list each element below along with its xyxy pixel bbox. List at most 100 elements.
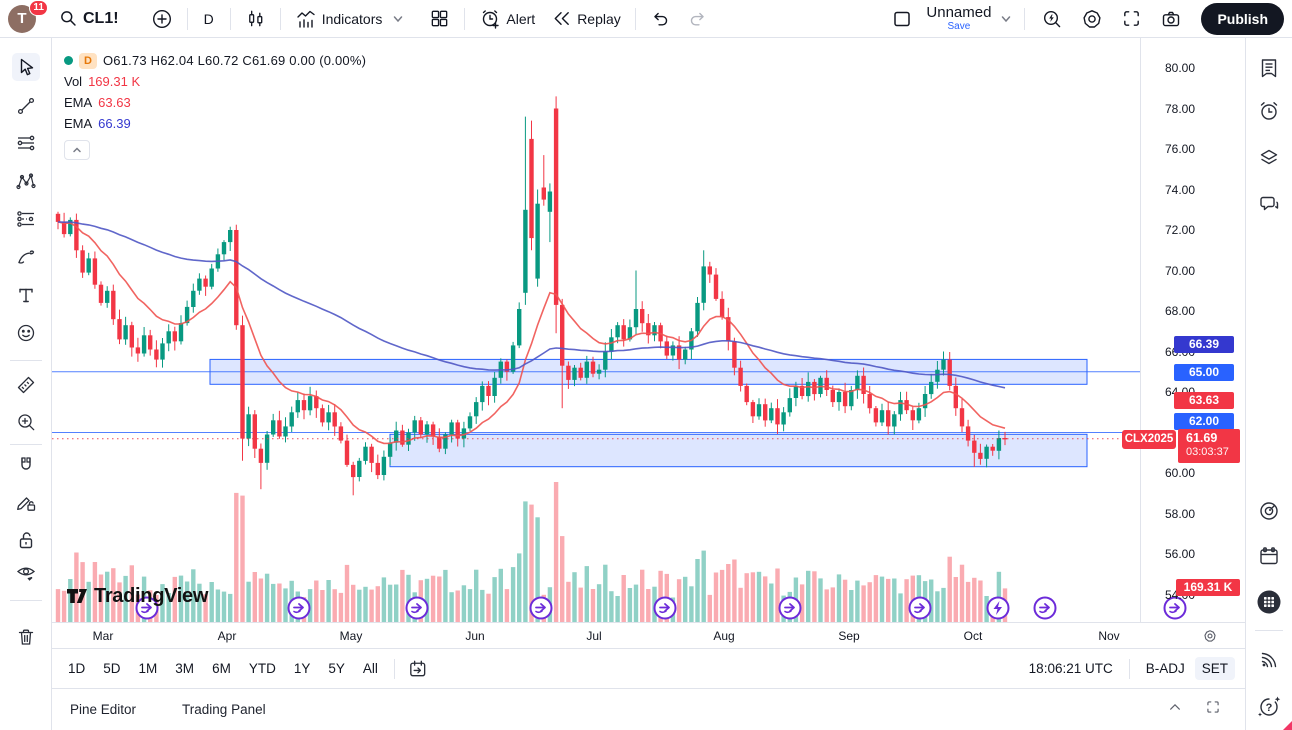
apps-grid-icon [1257,590,1281,614]
save-label[interactable]: Save [947,21,971,32]
rollover-marker[interactable] [908,596,932,620]
rollover-marker[interactable] [529,596,553,620]
range-button-1d[interactable]: 1D [60,657,93,680]
snapshot-button[interactable] [1153,4,1189,34]
rollover-marker[interactable] [135,596,159,620]
time-axis-month: Jun [465,629,485,643]
object-tree-button[interactable] [1255,143,1283,171]
indicators-button[interactable]: Indicators [288,4,390,34]
rollover-marker[interactable] [287,596,311,620]
magnet-tool[interactable] [12,451,40,479]
pine-editor-tab[interactable]: Pine Editor [70,702,137,717]
time-axis[interactable]: Mar Apr May Jun Jul Aug Sep Oct Nov [52,622,1245,648]
rollover-marker[interactable] [1163,596,1187,620]
range-toolbar: 1D 5D 1M 3M 6M YTD 1Y 5Y All 18:06:21 UTC B-ADJ … [52,648,1245,688]
go-to-date-button[interactable] [403,656,432,681]
range-button-all[interactable]: All [355,657,386,680]
tradingview-watermark: TradingView [65,584,208,608]
time-axis-month: Nov [1098,629,1120,643]
range-button-1m[interactable]: 1M [131,657,166,680]
horizontal-lines-tool[interactable] [12,129,40,157]
layout-dropdown-button[interactable] [997,8,1015,30]
range-button-5y[interactable]: 5Y [320,657,353,680]
layout-name[interactable]: Unnamed Save [926,5,991,32]
undo-button[interactable] [643,4,678,33]
replay-button[interactable]: Replay [544,4,628,33]
layout-grid-button[interactable] [422,4,457,33]
corner-notification-triangle [1283,721,1292,730]
pattern-tool[interactable] [12,167,40,195]
chart-style-button[interactable] [238,4,273,33]
watchlist-button[interactable] [1255,54,1283,82]
divider [1255,630,1283,631]
rollover-marker[interactable] [778,596,802,620]
divider [464,7,466,30]
fullscreen-button[interactable] [1114,4,1149,33]
range-button-6m[interactable]: 6M [204,657,239,680]
watchlist-icon [1261,59,1277,78]
gear-icon [1083,9,1102,28]
range-button-3m[interactable]: 3M [167,657,202,680]
brush-tool[interactable] [12,243,40,271]
range-button-1y[interactable]: 1Y [286,657,319,680]
search-icon [61,11,76,26]
candlestick-chart[interactable] [52,38,1245,622]
interval-button[interactable]: D [203,10,214,27]
lock-drawings-tool[interactable] [12,526,40,554]
drawing-toolbar [0,38,52,730]
candles-icon [248,10,263,27]
price-axis[interactable]: 80.0078.0076.0074.0072.0070.0068.0066.00… [1140,38,1245,622]
cursor-tool[interactable] [12,53,40,81]
compare-add-button[interactable] [144,4,180,34]
chat-button[interactable] [1255,190,1283,218]
price-tick: 78.00 [1164,101,1196,116]
zoom-in-tool[interactable] [12,408,40,436]
help-button[interactable]: ? [1255,692,1283,720]
drawing-mode-tool[interactable] [12,488,40,516]
time-axis-settings[interactable] [1203,629,1217,646]
rollover-marker[interactable] [405,596,429,620]
trading-panel-tab[interactable]: Trading Panel [182,702,266,717]
publish-button[interactable]: Publish [1201,2,1284,35]
more-apps-button[interactable] [1255,588,1283,616]
range-button-5d[interactable]: 5D [95,657,128,680]
fib-tool[interactable] [12,205,40,233]
rollover-marker[interactable] [653,596,677,620]
indicator-templates-button[interactable] [391,8,412,30]
text-tool[interactable] [12,281,40,309]
realtime-marker[interactable] [986,596,1010,620]
measure-tool[interactable] [12,371,40,399]
ema-fast-value: 63.63 [98,95,131,110]
panel-maximize-button[interactable] [1205,699,1221,720]
symbol-search-button[interactable]: CL1! [52,5,126,32]
layout-select-button[interactable] [884,4,920,34]
panel-collapse-button[interactable] [1167,699,1183,720]
calendar-button[interactable] [1255,542,1283,570]
clock[interactable]: 18:06:21 UTC [1028,661,1113,676]
news-feed-button[interactable] [1255,646,1283,674]
trend-line-tool[interactable] [12,92,40,120]
alerts-panel-button[interactable] [1255,97,1283,125]
legend-collapse-button[interactable] [64,140,90,160]
remove-drawings-tool[interactable] [12,623,40,651]
axis-value-badge: 65.00 [1174,363,1234,381]
watermark-text: TradingView [94,584,209,607]
chart-pane[interactable]: D O61.73 H62.04 L60.72 C61.69 0.00 (0.00… [52,38,1245,622]
emoji-tool[interactable] [12,319,40,347]
user-menu[interactable]: T 11 [6,0,48,36]
series-status-dot [64,56,73,65]
alert-button[interactable]: Alert [472,4,542,34]
adjust-toggle[interactable]: B-ADJ [1145,661,1185,676]
settings-button[interactable] [1074,4,1110,34]
screener-button[interactable] [1255,497,1283,525]
scanner-gauge-icon [1260,502,1278,520]
hide-drawings-tool[interactable] [12,558,40,586]
chart-area: D O61.73 H62.04 L60.72 C61.69 0.00 (0.00… [52,38,1245,730]
rollover-marker[interactable] [1033,596,1057,620]
eye-edit-icon [16,567,36,581]
range-button-ytd[interactable]: YTD [241,657,284,680]
quick-search-button[interactable] [1034,4,1070,34]
redo-button[interactable] [680,4,715,33]
session-toggle[interactable]: SET [1194,657,1235,680]
ema-slow-value: 66.39 [98,116,131,131]
